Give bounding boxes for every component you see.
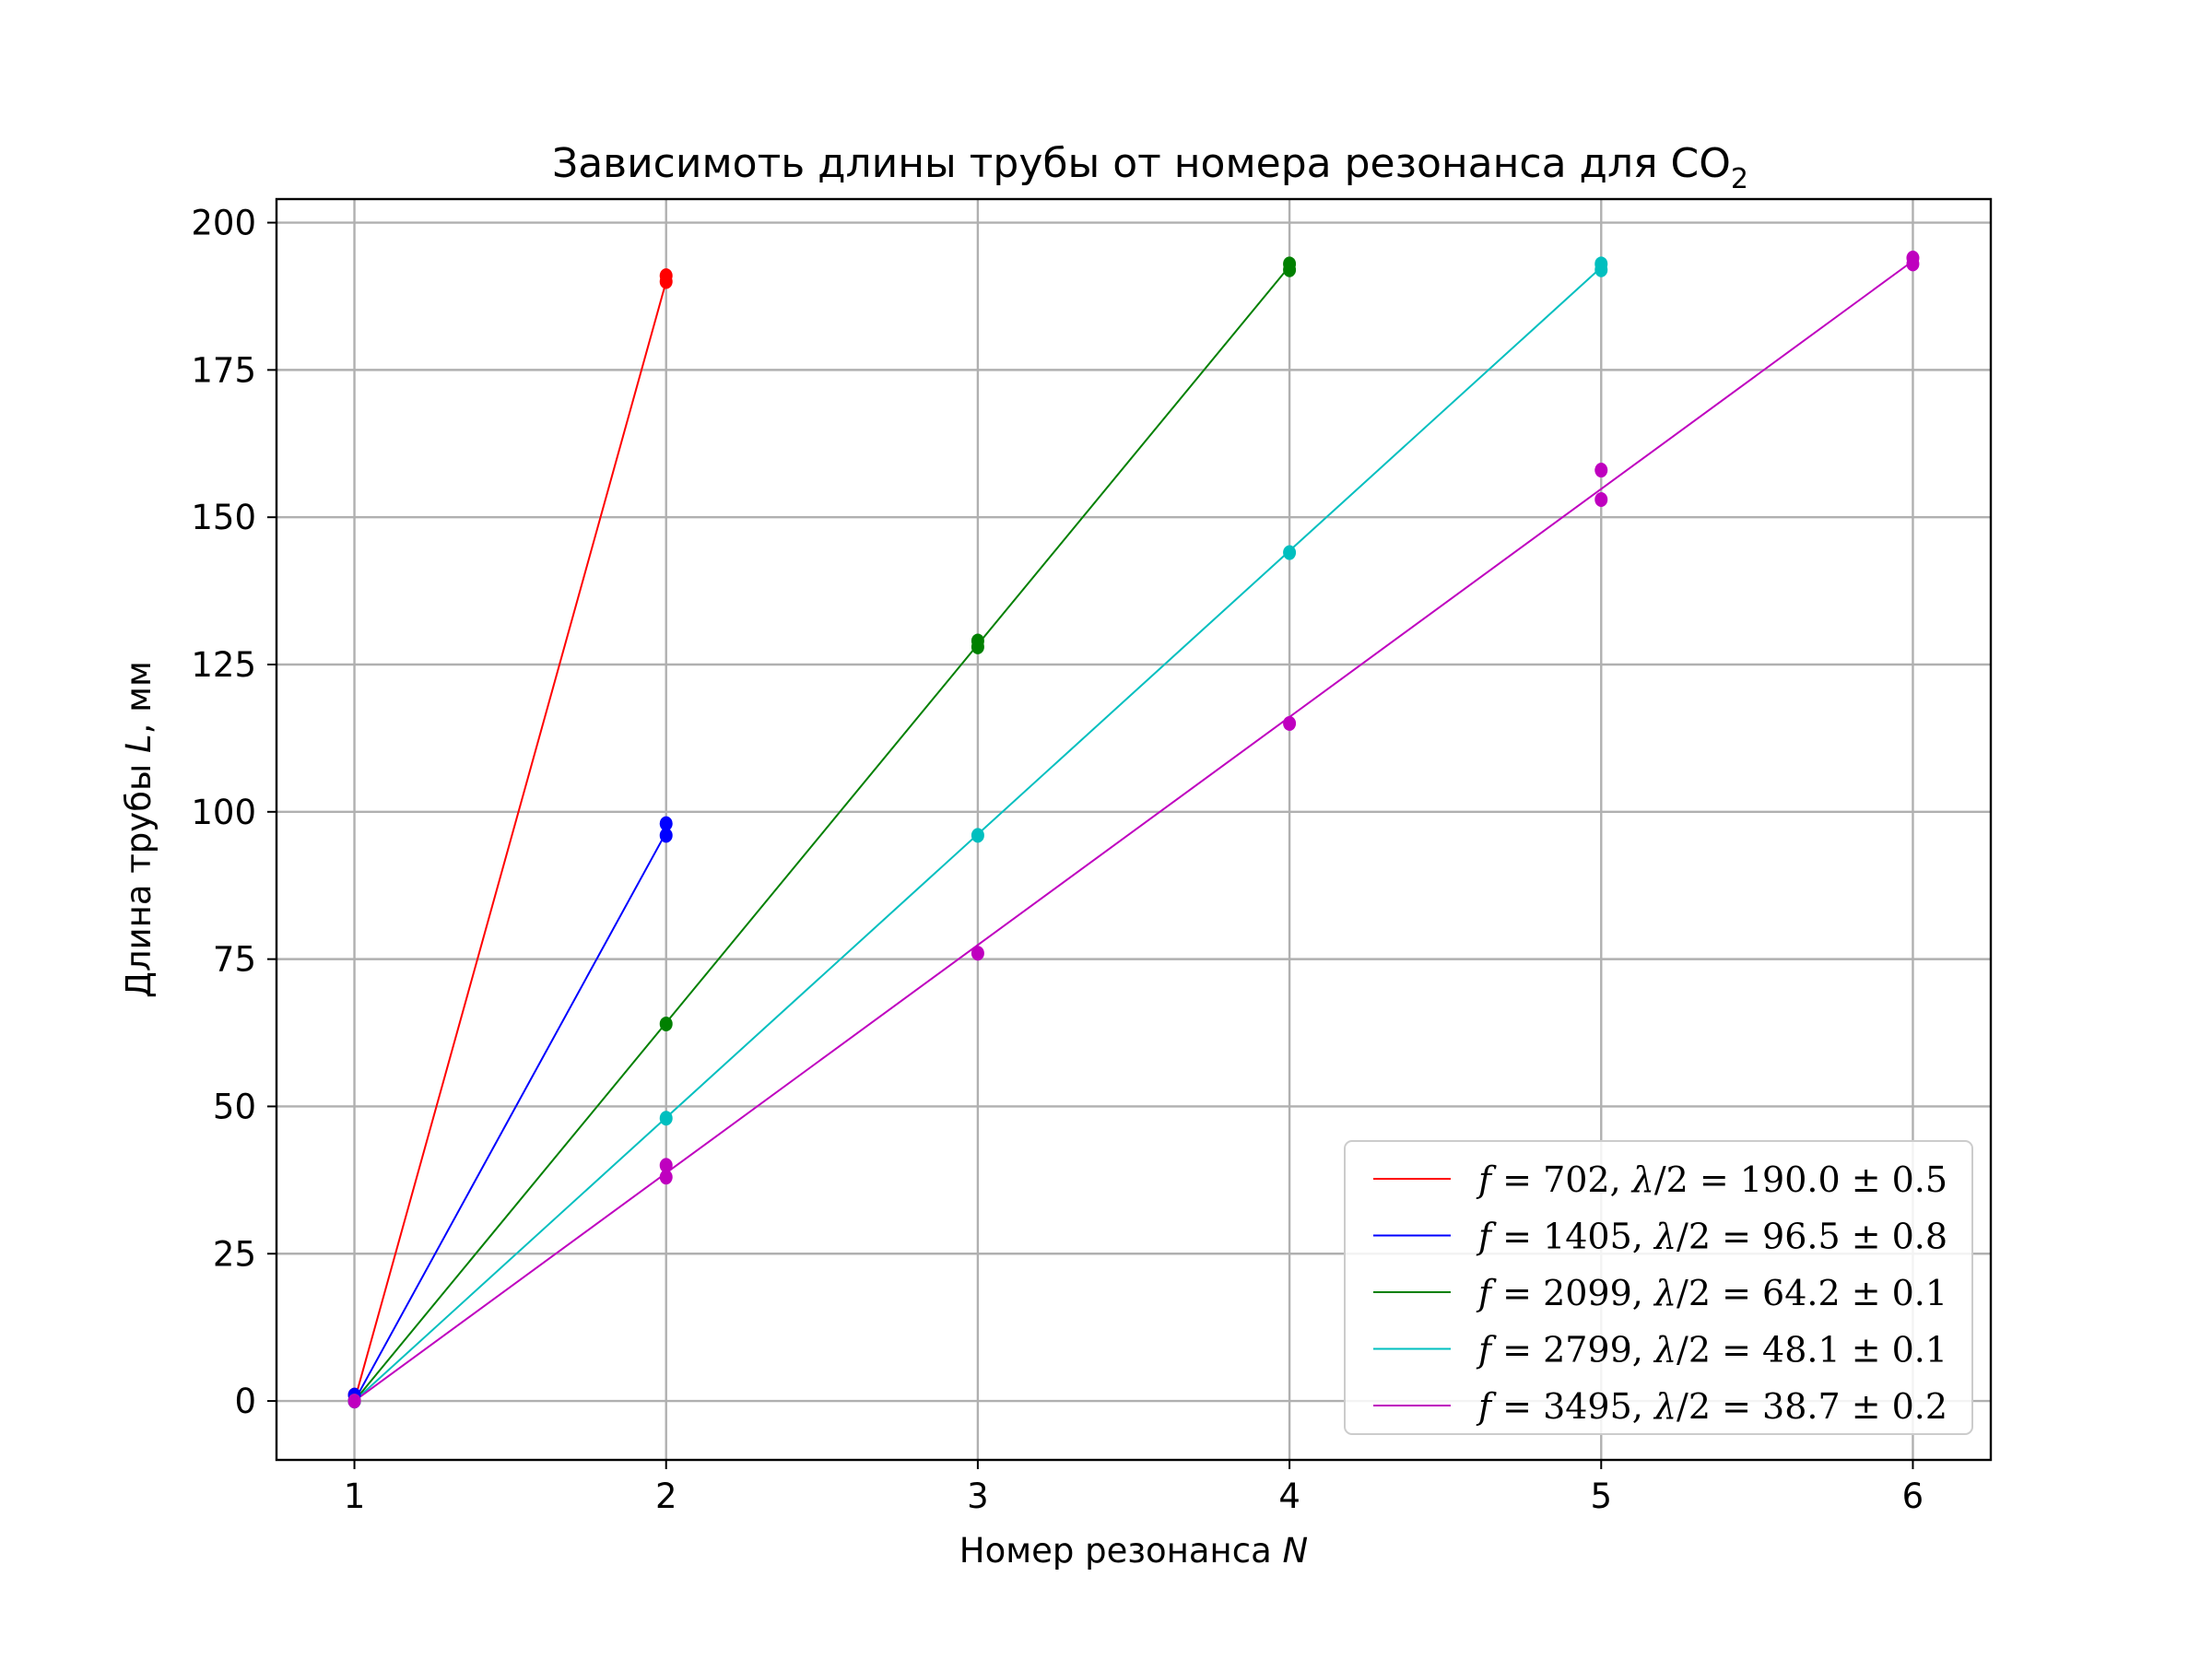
data-point (1594, 492, 1608, 508)
data-point (1283, 545, 1297, 560)
plot-frame (275, 197, 1993, 1462)
x-tick-label: 4 (1278, 1477, 1300, 1516)
legend: f = 702, λ/2 = 190.0 ± 0.5 f = 1405, λ/2 … (1344, 1140, 1973, 1435)
fit-line (353, 265, 1290, 1402)
data-point (659, 816, 673, 831)
legend-box (1344, 1140, 1973, 1435)
fit-line (353, 260, 1914, 1402)
data-point (971, 633, 984, 649)
fit-line (353, 281, 667, 1402)
data-point (971, 946, 984, 961)
data-point (1283, 256, 1297, 272)
y-tick-label: 50 (213, 1087, 256, 1126)
fit-line (353, 831, 667, 1402)
y-tick-label: 0 (234, 1382, 256, 1421)
data-point (659, 828, 673, 843)
data-point (1594, 256, 1608, 272)
data-point (971, 828, 984, 843)
x-tick-label: 2 (655, 1477, 677, 1516)
x-tick-label: 6 (1902, 1477, 1924, 1516)
x-axis-label: Номер резонанса N (959, 1531, 1308, 1571)
y-tick-label: 175 (191, 350, 256, 390)
legend-label: f = 2099, λ/2 = 64.2 ± 0.1 (1476, 1273, 1947, 1313)
legend-label: f = 3495, λ/2 = 38.7 ± 0.2 (1476, 1386, 1947, 1427)
x-tick-label: 1 (344, 1477, 366, 1516)
y-tick-label: 100 (191, 793, 256, 832)
y-tick-label: 150 (191, 498, 256, 537)
y-axis-label: Длина трубы L, мм (119, 661, 159, 998)
y-tick-label: 25 (213, 1234, 256, 1274)
axis-ticks: 1 2 3 4 5 6 0 25 50 75 100 125 150 175 200 (191, 204, 1924, 1516)
data-point (1906, 250, 1920, 265)
y-tick-label: 125 (191, 645, 256, 685)
grid (276, 199, 1991, 1460)
x-tick-label: 5 (1590, 1477, 1612, 1516)
data-points (347, 250, 1920, 1409)
data-point (1594, 463, 1608, 478)
y-tick-label: 200 (191, 204, 256, 243)
data-point (659, 1016, 673, 1031)
data-point (347, 1394, 361, 1409)
data-point (659, 1158, 673, 1173)
data-point (659, 1111, 673, 1126)
legend-label: f = 2799, λ/2 = 48.1 ± 0.1 (1476, 1330, 1947, 1371)
data-point (659, 268, 673, 284)
legend-label: f = 702, λ/2 = 190.0 ± 0.5 (1476, 1159, 1947, 1200)
data-point (1283, 715, 1297, 731)
y-tick-label: 75 (213, 940, 256, 980)
legend-label: f = 1405, λ/2 = 96.5 ± 0.8 (1476, 1217, 1947, 1257)
fit-lines (353, 260, 1914, 1402)
x-tick-label: 3 (967, 1477, 989, 1516)
data-point (659, 1170, 673, 1185)
chart-title: Зависимоть длины трубы от номера резонан… (552, 140, 1748, 195)
